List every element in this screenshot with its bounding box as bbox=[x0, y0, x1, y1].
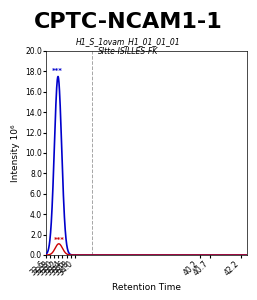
Y-axis label: Intensity 10⁶: Intensity 10⁶ bbox=[11, 124, 20, 182]
Text: H1_S_1ovam_H1_01_01_01: H1_S_1ovam_H1_01_01_01 bbox=[76, 38, 181, 46]
Text: SItte-ISILLES-FK: SItte-ISILLES-FK bbox=[98, 46, 159, 56]
Text: CPTC-NCAM1-1: CPTC-NCAM1-1 bbox=[34, 12, 223, 32]
X-axis label: Retention Time: Retention Time bbox=[112, 283, 181, 292]
Text: ***: *** bbox=[54, 237, 65, 243]
Text: ***: *** bbox=[52, 68, 63, 74]
